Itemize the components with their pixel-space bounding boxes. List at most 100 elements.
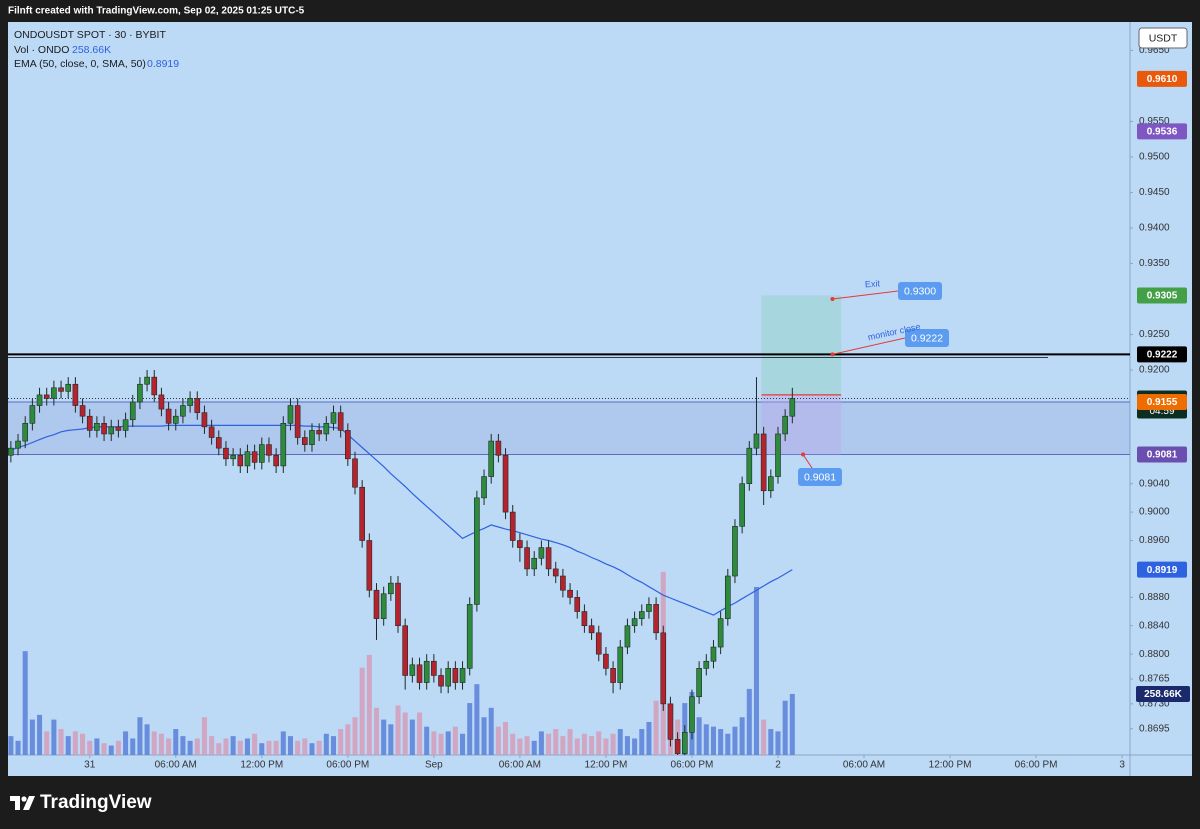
volume-legend: Vol · ONDO	[14, 44, 69, 56]
volume-bar	[761, 719, 767, 755]
x-tick-label: 06:00 AM	[155, 760, 197, 771]
candle-body	[287, 405, 294, 424]
volume-bar	[108, 745, 114, 755]
volume-bar	[65, 736, 71, 755]
candle-body	[402, 625, 408, 676]
volume-bar	[287, 736, 293, 755]
candle-body	[187, 398, 193, 406]
candle-body	[474, 497, 480, 605]
volume-bar	[409, 719, 415, 755]
candle-body	[624, 625, 631, 648]
candle-body	[502, 454, 509, 513]
volume-bar	[37, 714, 43, 755]
candle-body	[280, 423, 287, 467]
candle-body	[8, 447, 14, 456]
candle-body	[703, 660, 710, 669]
currency[interactable]: USDT	[1149, 32, 1178, 44]
candle-body	[86, 415, 93, 431]
y-tick-label: 0.9250	[1139, 329, 1170, 340]
candle-body	[466, 604, 473, 669]
volume-bar	[295, 740, 301, 755]
volume-bar	[474, 684, 480, 755]
candle-body	[201, 412, 208, 428]
volume-bar	[746, 688, 752, 755]
plot-area	[8, 295, 1130, 755]
y-tick-label: 0.9200	[1139, 365, 1170, 376]
candle-body	[588, 625, 595, 634]
volume-bar	[244, 738, 250, 755]
y-tick-label: 0.9500	[1139, 152, 1170, 163]
candle-body	[610, 668, 616, 683]
volume-bar	[273, 740, 279, 755]
volume-bar	[22, 651, 28, 755]
volume-bar	[782, 700, 788, 755]
candle-body	[617, 646, 624, 683]
annotation-connector	[832, 337, 906, 355]
volume-bar	[581, 733, 587, 755]
y-tick-label: 0.9650	[1139, 45, 1170, 56]
candle-body	[545, 547, 552, 570]
candle-body	[323, 423, 330, 435]
volume-bar	[316, 740, 322, 755]
candle-body	[137, 383, 143, 403]
ema-legend: EMA (50, close, 0, SMA, 50)	[14, 58, 146, 70]
candle-body	[423, 660, 430, 683]
candle-body	[524, 547, 530, 570]
volume-bar	[739, 717, 745, 755]
volume-bar	[517, 738, 523, 755]
candle-body	[782, 415, 788, 435]
volume-marker	[1136, 685, 1190, 702]
candle-body	[481, 476, 487, 499]
candle-body	[373, 589, 380, 619]
volume-legend-value: 258.66K	[72, 44, 111, 56]
volume-bar	[703, 724, 709, 755]
position-stop	[761, 394, 842, 455]
candle-body	[710, 646, 717, 662]
candle-body	[72, 383, 79, 406]
volume-bar	[445, 731, 451, 755]
candle-body	[122, 419, 129, 431]
currency-button[interactable]	[1138, 27, 1188, 49]
candle-body	[581, 611, 588, 627]
price-marker-label: 0.8919	[1147, 565, 1178, 576]
volume-bar	[646, 721, 652, 755]
volume-bar	[503, 721, 509, 755]
volume-bar	[80, 733, 86, 755]
annotation-box	[905, 329, 949, 347]
volume-bar	[180, 736, 186, 755]
volume-bar	[373, 707, 380, 755]
candle-body	[302, 437, 308, 445]
candle-body	[681, 731, 688, 754]
annotation-point	[830, 352, 835, 357]
volume-bar	[467, 703, 473, 755]
price-marker	[1137, 561, 1187, 578]
brand: TradingView	[40, 792, 152, 813]
candle-body	[180, 405, 186, 417]
candle-body	[15, 440, 21, 449]
annotation-label: 0.9300	[904, 285, 936, 297]
volume-bar	[510, 733, 516, 755]
y-tick-label: 0.8880	[1139, 592, 1170, 603]
annotation-box	[898, 282, 942, 300]
candle-body	[631, 618, 638, 627]
volume-bar	[488, 707, 494, 755]
position-target	[761, 295, 842, 395]
candle-body	[653, 604, 659, 634]
volume-bar	[323, 733, 329, 755]
candle-body	[36, 394, 43, 406]
volume-bar	[29, 719, 35, 755]
volume-bar	[359, 667, 365, 755]
y-tick-label: 0.8960	[1139, 535, 1170, 546]
candle-body	[768, 476, 774, 492]
volume-bar	[309, 743, 315, 755]
y-tick-label: 0.8840	[1139, 620, 1170, 631]
price-marker	[1137, 393, 1187, 410]
volume-bar	[438, 733, 444, 755]
volume-bar	[524, 736, 530, 755]
candle-body	[531, 557, 538, 570]
candle-body	[560, 575, 566, 591]
volume-bar	[624, 736, 630, 755]
volume-bar	[230, 736, 236, 755]
price-marker	[1137, 346, 1187, 363]
volume-bar	[51, 719, 57, 755]
